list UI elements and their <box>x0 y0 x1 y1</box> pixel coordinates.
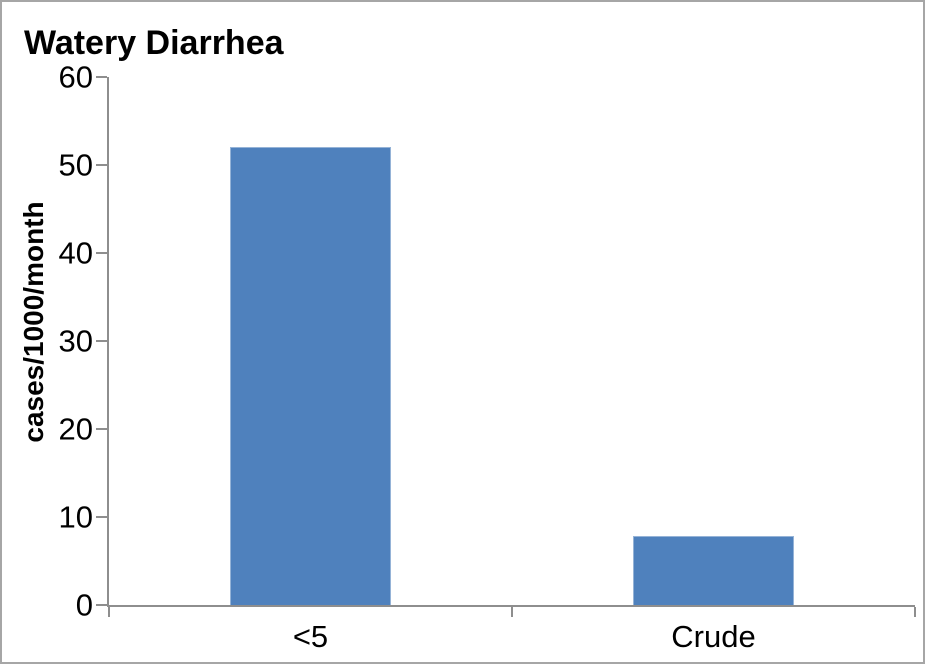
x-tick-mark <box>511 607 513 617</box>
y-tick-label: 40 <box>58 235 93 271</box>
y-tick-mark <box>96 251 107 254</box>
y-tick-mark <box>96 340 107 342</box>
chart-title: Watery Diarrhea <box>24 24 284 62</box>
y-tick-mark <box>96 427 107 430</box>
y-tick-label: 10 <box>58 499 93 535</box>
y-tick-mark <box>96 163 107 166</box>
y-tick-label: 0 <box>75 587 93 623</box>
y-tick-mark <box>96 76 107 78</box>
plot-area: 0 10 20 30 40 50 60 <5 Crude <box>59 62 916 652</box>
y-tick-mark <box>96 604 107 606</box>
x-category-label: Crude <box>671 619 756 654</box>
bar-2 <box>632 536 795 605</box>
x-tick-mark <box>108 607 110 617</box>
y-tick-label: 30 <box>58 323 93 359</box>
y-tick-label: 50 <box>58 147 93 183</box>
y-tick-label: 20 <box>58 411 93 447</box>
y-tick-label: 60 <box>58 59 93 95</box>
x-tick-mark <box>914 607 916 617</box>
x-category-label: <5 <box>292 619 329 654</box>
y-tick-mark <box>96 516 107 518</box>
bar-1 <box>229 147 392 605</box>
